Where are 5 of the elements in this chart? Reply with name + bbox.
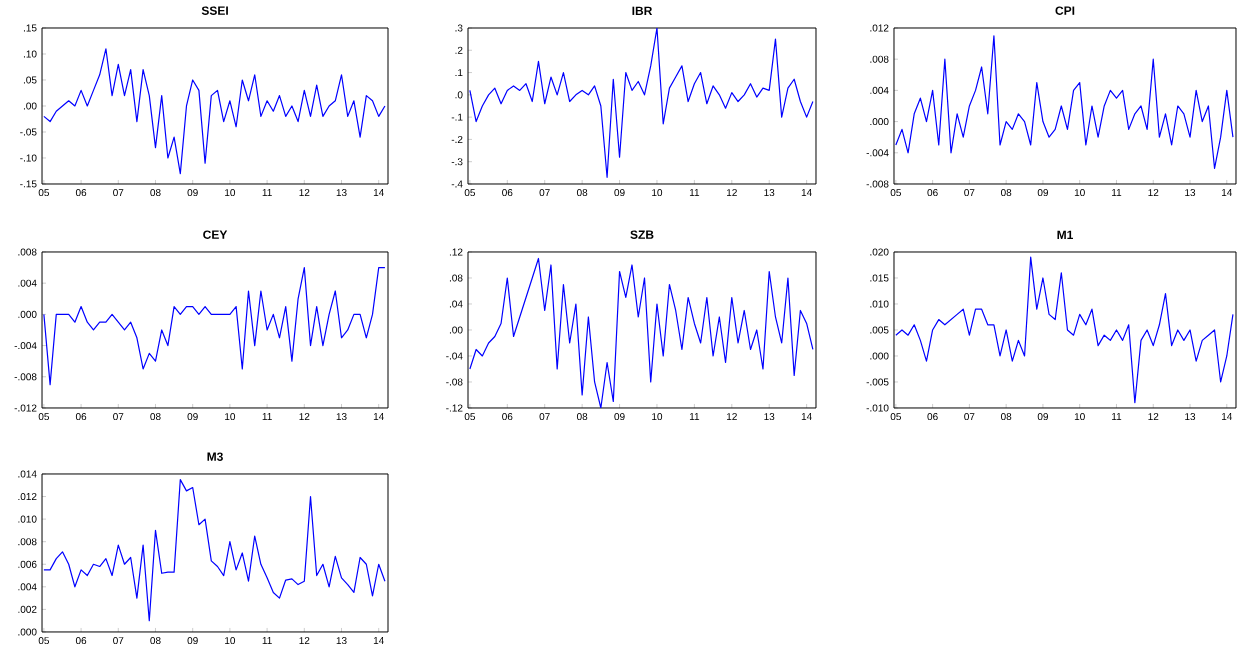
line-series [469, 257, 814, 408]
line-series [43, 479, 386, 622]
line-series [43, 48, 386, 175]
line-series [469, 28, 814, 178]
line-series [895, 35, 1234, 169]
